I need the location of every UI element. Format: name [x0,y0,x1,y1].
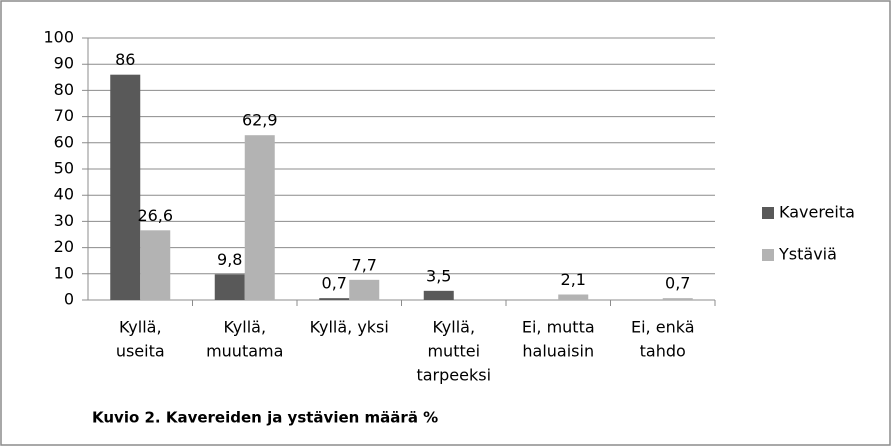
bar [558,294,589,300]
data-label: 3,5 [426,266,451,285]
bar [349,279,380,300]
x-tick-label: muttei [427,342,480,361]
x-tick-label: muutama [206,342,283,361]
data-label: 2,1 [561,270,586,289]
y-tick-label: 90 [54,54,74,73]
x-tick-label: Kyllä, [119,318,162,337]
data-label: 9,8 [217,250,242,269]
data-label: 7,7 [352,255,377,274]
x-tick-label: Ei, enkä [631,318,695,337]
bar [244,135,275,300]
y-tick-label: 40 [54,185,74,204]
legend-label: Kavereita [779,203,855,222]
bar [423,290,454,300]
x-tick-label: Kyllä, yksi [310,318,389,337]
y-tick-label: 70 [54,106,74,125]
y-tick-label: 30 [54,211,74,230]
bar [110,74,141,301]
y-tick-label: 10 [54,263,74,282]
data-label: 62,9 [242,111,278,130]
legend-swatch [762,249,774,261]
y-tick-label: 80 [54,80,74,99]
y-tick-label: 20 [54,237,74,256]
legend-swatch [762,207,774,219]
x-tick-label: Kyllä, [432,318,475,337]
x-tick-label: useita [116,342,165,361]
y-tick-label: 50 [54,159,74,178]
legend-label: Ystäviä [778,245,837,264]
y-tick-label: 60 [54,132,74,151]
bar [140,230,171,300]
bar [214,274,245,300]
data-label: 0,7 [665,274,690,293]
x-tick-label: Ei, mutta [522,318,595,337]
chart-title: Kuvio 2. Kavereiden ja ystävien määrä % [92,409,438,427]
x-tick-label: haluaisin [522,342,594,361]
x-tick-label: Kyllä, [223,318,266,337]
data-label: 86 [115,50,135,69]
data-label: 0,7 [322,274,347,293]
bar [319,298,350,300]
x-tick-label: tarpeeksi [416,366,491,385]
x-tick-label: tahdo [640,342,686,361]
bar [662,298,693,300]
y-tick-label: 100 [43,28,74,47]
data-label: 26,6 [137,206,173,225]
y-tick-label: 0 [64,290,74,309]
